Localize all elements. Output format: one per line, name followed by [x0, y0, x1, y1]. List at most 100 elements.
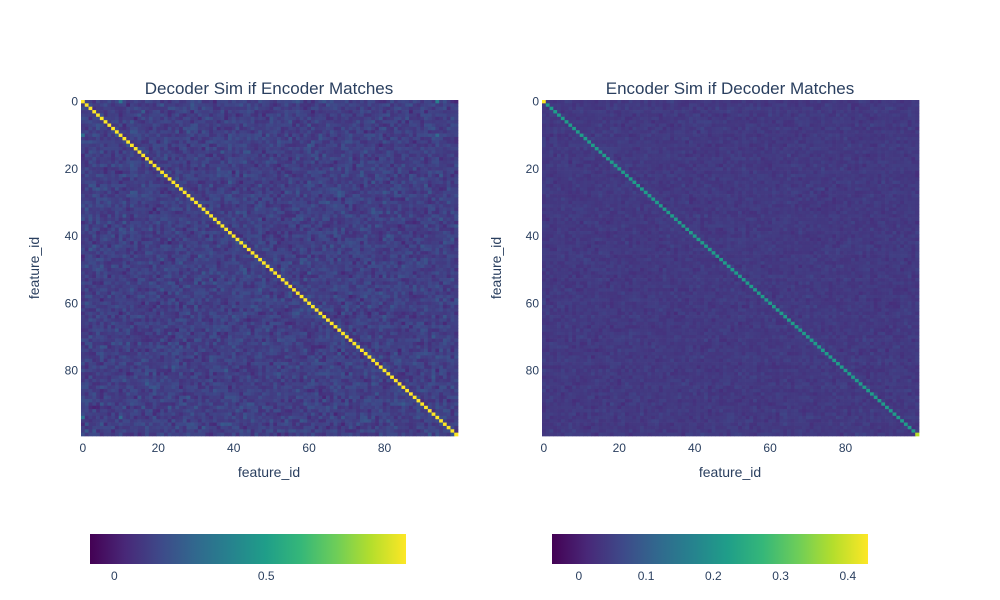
heatmap-cell[interactable] [326, 197, 330, 201]
heatmap-cell[interactable] [420, 197, 424, 201]
heatmap-cell[interactable] [175, 124, 179, 128]
heatmap-cell[interactable] [443, 234, 447, 238]
heatmap-cell[interactable] [375, 224, 379, 228]
heatmap-cell[interactable] [134, 244, 138, 248]
heatmap-cell[interactable] [270, 174, 274, 178]
heatmap-cell[interactable] [443, 167, 447, 171]
heatmap-cell[interactable] [247, 194, 251, 198]
heatmap-cell[interactable] [368, 184, 372, 188]
heatmap-cell[interactable] [251, 137, 255, 141]
heatmap-cell[interactable] [164, 231, 168, 235]
heatmap-cell[interactable] [277, 171, 281, 175]
heatmap-cell[interactable] [100, 147, 104, 151]
heatmap-cell[interactable] [81, 154, 85, 158]
heatmap-cell[interactable] [190, 211, 194, 215]
heatmap-cell[interactable] [356, 144, 360, 148]
heatmap-cell[interactable] [164, 134, 168, 138]
heatmap-cell[interactable] [89, 147, 93, 151]
heatmap-cell[interactable] [164, 150, 168, 154]
heatmap-cell[interactable] [111, 150, 115, 154]
heatmap-cell[interactable] [141, 201, 145, 205]
heatmap-cell[interactable] [390, 144, 394, 148]
heatmap-cell[interactable] [368, 164, 372, 168]
heatmap-cell[interactable] [390, 258, 394, 262]
heatmap-cell[interactable] [119, 201, 123, 205]
heatmap-cell[interactable] [153, 224, 157, 228]
heatmap-cell[interactable] [413, 238, 417, 242]
heatmap-cell[interactable] [164, 208, 168, 212]
heatmap-cell[interactable] [198, 154, 202, 158]
heatmap-cell[interactable] [319, 110, 323, 114]
heatmap-cell[interactable] [243, 261, 247, 265]
heatmap-cell[interactable] [296, 251, 300, 255]
heatmap-cell[interactable] [160, 184, 164, 188]
heatmap-cell[interactable] [175, 181, 179, 185]
heatmap-cell[interactable] [450, 251, 454, 255]
heatmap-cell[interactable] [107, 154, 111, 158]
heatmap-cell[interactable] [420, 157, 424, 161]
heatmap-cell[interactable] [239, 181, 243, 185]
heatmap-cell[interactable] [322, 244, 326, 248]
heatmap-cell[interactable] [375, 144, 379, 148]
heatmap-cell[interactable] [107, 130, 111, 134]
heatmap-cell[interactable] [375, 261, 379, 265]
heatmap-cell[interactable] [443, 251, 447, 255]
heatmap-cell[interactable] [307, 154, 311, 158]
heatmap-cell[interactable] [285, 120, 289, 124]
heatmap-cell[interactable] [243, 154, 247, 158]
heatmap-cell[interactable] [270, 124, 274, 128]
heatmap-cell[interactable] [254, 157, 258, 161]
heatmap-cell[interactable] [368, 187, 372, 191]
heatmap-cell[interactable] [228, 201, 232, 205]
heatmap-cell[interactable] [251, 265, 255, 269]
heatmap-cell[interactable] [447, 204, 451, 208]
heatmap-cell[interactable] [190, 244, 194, 248]
heatmap-cell[interactable] [190, 150, 194, 154]
heatmap-cell[interactable] [262, 224, 266, 228]
heatmap-cell[interactable] [383, 147, 387, 151]
heatmap-cell[interactable] [413, 197, 417, 201]
heatmap-cell[interactable] [439, 191, 443, 195]
heatmap-cell[interactable] [420, 218, 424, 222]
heatmap-cell[interactable] [364, 184, 368, 188]
heatmap-cell[interactable] [141, 144, 145, 148]
heatmap-cell[interactable] [337, 150, 341, 154]
heatmap-cell[interactable] [164, 160, 168, 164]
heatmap-cell[interactable] [379, 174, 383, 178]
heatmap-cell[interactable] [326, 248, 330, 252]
heatmap-cell[interactable] [364, 238, 368, 242]
heatmap-cell[interactable] [164, 174, 168, 178]
heatmap-cell[interactable] [292, 174, 296, 178]
heatmap-cell[interactable] [130, 157, 134, 161]
heatmap-cell[interactable] [190, 160, 194, 164]
heatmap-cell[interactable] [100, 140, 104, 144]
heatmap-cell[interactable] [92, 218, 96, 222]
heatmap-cell[interactable] [303, 184, 307, 188]
heatmap-cell[interactable] [379, 211, 383, 215]
heatmap-cell[interactable] [296, 214, 300, 218]
heatmap-cell[interactable] [420, 130, 424, 134]
heatmap-cell[interactable] [153, 234, 157, 238]
heatmap-cell[interactable] [126, 184, 130, 188]
heatmap-cell[interactable] [432, 140, 436, 144]
heatmap-cell[interactable] [379, 251, 383, 255]
heatmap-cell[interactable] [341, 228, 345, 232]
heatmap-cell[interactable] [209, 234, 213, 238]
heatmap-cell[interactable] [364, 154, 368, 158]
heatmap-cell[interactable] [198, 265, 202, 269]
heatmap-cell[interactable] [368, 177, 372, 181]
heatmap-cell[interactable] [277, 110, 281, 114]
heatmap-cell[interactable] [198, 174, 202, 178]
heatmap-cell[interactable] [375, 140, 379, 144]
heatmap-cell[interactable] [401, 197, 405, 201]
heatmap-cell[interactable] [126, 248, 130, 252]
heatmap-cell[interactable] [330, 167, 334, 171]
heatmap-cell[interactable] [409, 120, 413, 124]
heatmap-cell[interactable] [130, 154, 134, 158]
heatmap-cell[interactable] [141, 234, 145, 238]
heatmap-cell[interactable] [100, 224, 104, 228]
heatmap-cell[interactable] [383, 228, 387, 232]
heatmap-cell[interactable] [220, 231, 224, 235]
heatmap-cell[interactable] [409, 124, 413, 128]
heatmap-cell[interactable] [288, 191, 292, 195]
